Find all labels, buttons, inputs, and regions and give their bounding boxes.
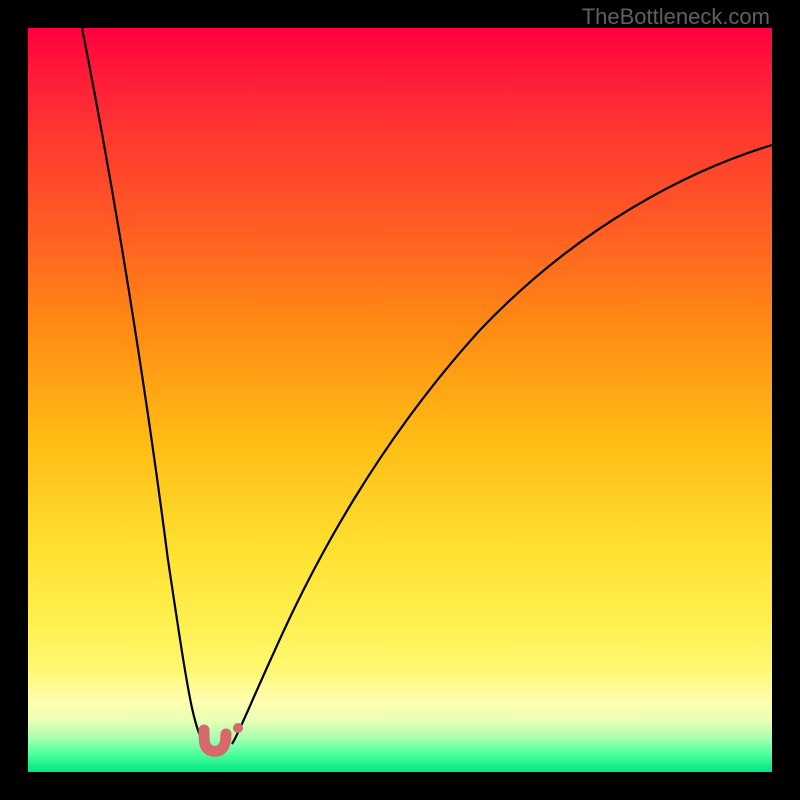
dip-u-shape: [204, 730, 226, 751]
left-bottleneck-curve: [82, 28, 205, 744]
dip-marker: [204, 723, 243, 751]
chart-svg: [0, 0, 800, 800]
watermark-text: TheBottleneck.com: [582, 4, 770, 30]
right-bottleneck-curve: [232, 145, 772, 744]
dip-dot: [233, 723, 243, 733]
chart-container: TheBottleneck.com: [0, 0, 800, 800]
